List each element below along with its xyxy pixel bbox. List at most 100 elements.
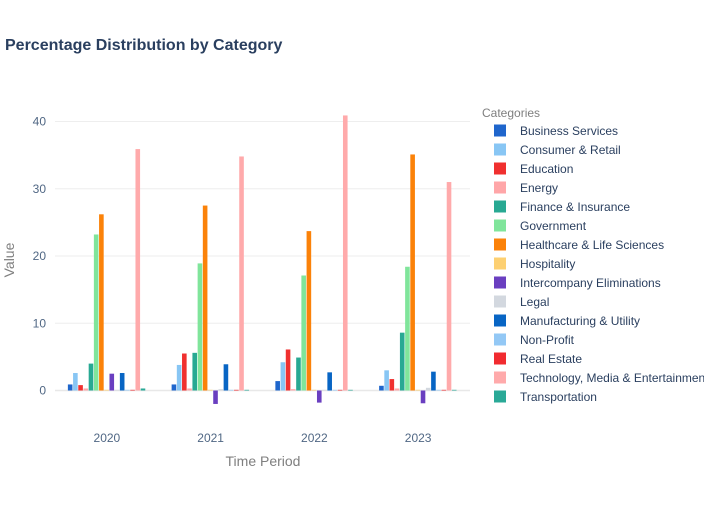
legend-label: Healthcare & Life Sciences xyxy=(520,238,664,252)
legend-label: Consumer & Retail xyxy=(520,143,621,157)
bar-transportation-2020 xyxy=(140,388,146,391)
y-tick-label: 30 xyxy=(33,182,47,196)
bar-healthcare-life-sciences-2023 xyxy=(410,154,415,391)
bar-transportation-2022 xyxy=(348,389,353,391)
bar-energy-2022 xyxy=(290,389,296,391)
legend-swatch xyxy=(494,181,506,194)
bar-healthcare-life-sciences-2021 xyxy=(202,205,208,391)
legend-item[interactable]: Real Estate xyxy=(494,352,582,366)
legend: Business Services Consumer & Retail Educat… xyxy=(494,124,704,404)
bar-manufacturing-utility-2023 xyxy=(431,371,436,391)
bar-education-2021 xyxy=(182,353,187,391)
legend-item[interactable]: Intercompany Eliminations xyxy=(494,276,661,290)
bar-business-services-2021 xyxy=(171,384,177,391)
legend-swatch xyxy=(494,219,506,232)
legend-item[interactable]: Hospitality xyxy=(494,257,575,271)
bar-consumer-retail-2021 xyxy=(176,364,182,391)
legend-label: Business Services xyxy=(520,124,618,138)
bar-education-2022 xyxy=(285,349,291,391)
legend-item[interactable]: Technology, Media & Entertainment xyxy=(494,371,704,385)
x-tick-label: 2020 xyxy=(94,431,121,445)
bar-intercompany-eliminations-2020 xyxy=(109,373,115,391)
bar-consumer-retail-2020 xyxy=(73,373,78,391)
bar-hospitality-2023 xyxy=(415,389,421,391)
legend-item[interactable]: Government xyxy=(494,219,587,233)
bar-energy-2020 xyxy=(83,388,89,391)
bar-business-services-2022 xyxy=(275,381,280,391)
x-tick-label: 2023 xyxy=(405,431,432,445)
bar-technology-media-entertainment-2023 xyxy=(446,182,452,391)
bar-technology-media-entertainment-2020 xyxy=(135,149,141,391)
bar-intercompany-eliminations-2021 xyxy=(213,390,218,404)
bar-education-2020 xyxy=(78,385,83,391)
bar-government-2021 xyxy=(197,263,203,391)
legend-item[interactable]: Energy xyxy=(494,181,558,195)
x-tick-label: 2021 xyxy=(197,431,224,445)
legend-label: Legal xyxy=(520,295,549,309)
bar-legal-2022 xyxy=(322,389,327,391)
legend-swatch xyxy=(494,333,506,346)
bar-finance-insurance-2022 xyxy=(296,357,301,391)
legend-label: Education xyxy=(520,162,573,176)
bar-healthcare-life-sciences-2020 xyxy=(99,214,104,391)
legend-item[interactable]: Non-Profit xyxy=(494,333,575,347)
bar-intercompany-eliminations-2022 xyxy=(316,390,322,403)
bar-transportation-2023 xyxy=(451,389,457,391)
bar-healthcare-life-sciences-2022 xyxy=(306,231,312,391)
legend-title: Categories xyxy=(482,106,540,120)
bar-hospitality-2022 xyxy=(311,389,317,391)
legend-swatch xyxy=(494,257,506,270)
legend-item[interactable]: Finance & Insurance xyxy=(494,200,630,214)
bar-real-estate-2023 xyxy=(441,389,447,391)
y-tick-labels: 0 10 20 30 40 xyxy=(33,115,47,398)
bar-hospitality-2020 xyxy=(104,389,109,391)
legend-label: Non-Profit xyxy=(520,333,575,347)
legend-swatch xyxy=(494,124,506,137)
y-tick-label: 0 xyxy=(39,384,46,398)
legend-item[interactable]: Transportation xyxy=(494,390,597,404)
bar-business-services-2020 xyxy=(67,384,73,391)
bar-energy-2023 xyxy=(394,388,400,391)
bar-real-estate-2021 xyxy=(234,389,239,391)
bar-business-services-2023 xyxy=(379,385,384,391)
legend-swatch xyxy=(494,390,506,403)
legend-label: Real Estate xyxy=(520,352,582,366)
legend-item[interactable]: Education xyxy=(494,162,573,176)
legend-label: Energy xyxy=(520,181,558,195)
bar-manufacturing-utility-2022 xyxy=(327,372,332,391)
bar-government-2023 xyxy=(405,266,410,391)
legend-label: Technology, Media & Entertainment xyxy=(520,371,704,385)
bar-legal-2023 xyxy=(425,387,431,391)
y-axis-title: Value xyxy=(1,242,17,277)
bar-legal-2020 xyxy=(114,389,120,391)
bar-real-estate-2022 xyxy=(337,389,343,391)
bar-energy-2021 xyxy=(187,388,192,391)
bar-government-2020 xyxy=(93,234,99,391)
legend-item[interactable]: Business Services xyxy=(494,124,618,138)
legend-item[interactable]: Healthcare & Life Sciences xyxy=(494,238,664,252)
legend-label: Government xyxy=(520,219,587,233)
bar-finance-insurance-2020 xyxy=(88,363,94,391)
bar-intercompany-eliminations-2023 xyxy=(420,390,426,404)
chart-title: Percentage Distribution by Category xyxy=(5,37,282,54)
bar-non-profit-2022 xyxy=(332,389,338,391)
bar-consumer-retail-2022 xyxy=(280,362,286,391)
bar-non-profit-2020 xyxy=(125,389,130,391)
y-tick-label: 10 xyxy=(33,316,47,330)
legend-item[interactable]: Manufacturing & Utility xyxy=(494,314,640,328)
bar-finance-insurance-2021 xyxy=(192,352,198,391)
legend-swatch xyxy=(494,295,506,308)
bars xyxy=(67,115,457,404)
bar-non-profit-2021 xyxy=(228,389,234,391)
legend-label: Hospitality xyxy=(520,257,575,271)
bar-consumer-retail-2023 xyxy=(384,370,389,391)
bar-manufacturing-utility-2020 xyxy=(119,373,125,391)
legend-item[interactable]: Legal xyxy=(494,295,549,309)
legend-swatch xyxy=(494,276,506,289)
x-tick-label: 2022 xyxy=(301,431,328,445)
legend-item[interactable]: Consumer & Retail xyxy=(494,143,621,157)
y-tick-label: 20 xyxy=(33,249,47,263)
legend-swatch xyxy=(494,238,506,251)
